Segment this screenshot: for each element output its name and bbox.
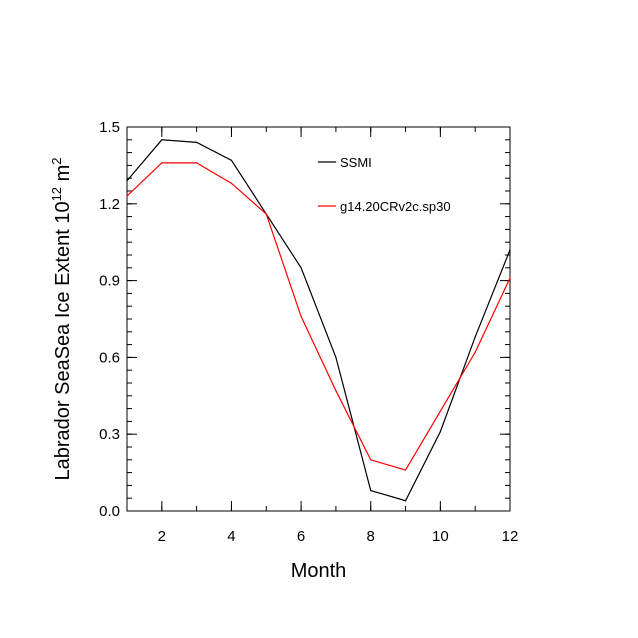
data-point-ssmi [335,356,337,358]
x-tick-label: 6 [297,528,305,545]
data-point-ssmi [196,141,198,143]
data-point-model [474,351,476,353]
y-tick-label: 0.3 [99,426,120,443]
minor-ticks [126,126,511,512]
data-point-ssmi [439,431,441,433]
series-line-model [126,162,511,471]
data-point-model [265,213,267,215]
data-point-ssmi [474,336,476,338]
data-point-model [126,195,128,197]
legend-label-ssmi: SSMI [340,155,372,170]
y-axis-title-main: Labrador SeaSea Ice Extent 10 [52,201,74,480]
y-axis-title-unit-exp: 2 [49,157,64,164]
data-point-ssmi [404,500,407,502]
x-tick-label: 4 [227,528,235,545]
legend-label-model: g14.20CRv2c.sp30 [340,199,451,214]
y-tick-label: 1.2 [99,196,120,213]
data-point-model [300,315,302,318]
data-point-model [404,469,407,471]
data-point-model [335,390,337,392]
y-axis-title: Labrador SeaSea Ice Extent 1012 m2 [49,157,74,480]
y-tick-label: 0.9 [99,273,120,290]
y-axis-title-unit: m [52,165,74,187]
plot-frame [126,126,511,512]
x-tick-label: 12 [502,528,519,545]
y-tick-label: 0.6 [99,349,120,366]
data-point-model [230,182,233,184]
data-point-model [509,277,511,279]
y-tick-label: 0.0 [99,503,120,520]
data-point-ssmi [370,489,372,492]
x-tick-label: 2 [158,528,166,545]
series-layer [126,139,511,502]
data-point-model [161,162,163,164]
data-point-model [370,459,372,461]
data-point-ssmi [230,159,233,161]
major-ticks [127,126,511,512]
data-point-ssmi [300,267,302,269]
x-tick-label: 8 [367,528,375,545]
series-line-ssmi [126,139,511,502]
x-tick-label: 10 [432,528,449,545]
y-axis-title-exp: 12 [49,187,64,201]
x-axis-title: Month [291,560,347,582]
data-point-model [439,410,441,412]
data-point-ssmi [161,139,163,141]
tick-labels: 2 4 6 8 10 12 0.0 0.3 0.6 0.9 1.2 1.5 [99,119,518,545]
data-point-ssmi [509,249,511,251]
data-point-model [196,162,198,164]
legend: SSMI g14.20CRv2c.sp30 [318,155,451,214]
y-tick-label: 1.5 [99,119,120,136]
data-point-ssmi [126,180,128,182]
